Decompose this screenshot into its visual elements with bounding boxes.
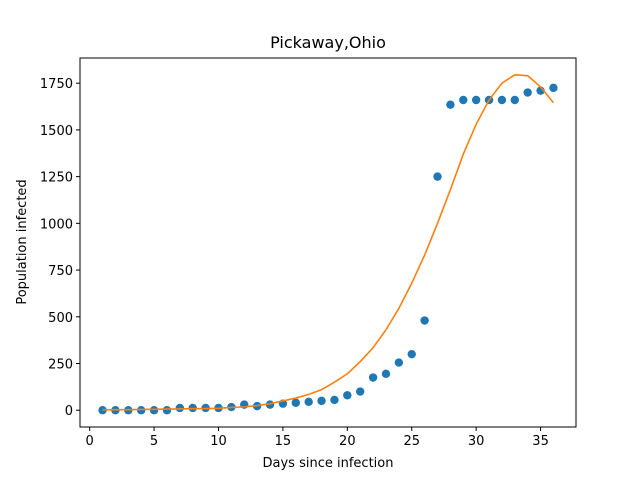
x-tick-label: 10	[210, 434, 227, 449]
x-tick-label: 20	[339, 434, 356, 449]
x-tick-label: 25	[403, 434, 420, 449]
x-axis-label: Days since infection	[263, 456, 394, 471]
data-point	[497, 95, 507, 105]
data-point	[446, 100, 455, 109]
data-point	[98, 406, 107, 415]
x-tick-label: 15	[275, 434, 292, 449]
data-point	[304, 397, 313, 407]
data-point	[459, 95, 468, 105]
data-point	[433, 172, 442, 181]
y-axis-label: Population infected	[15, 179, 30, 304]
y-tick-label: 1000	[40, 217, 73, 232]
data-point	[317, 396, 326, 406]
x-tick-label: 35	[532, 434, 549, 449]
data-point	[394, 358, 404, 367]
y-tick-label: 1750	[40, 77, 73, 92]
y-tick-label: 500	[48, 311, 73, 326]
data-point	[510, 95, 520, 105]
data-point	[523, 88, 532, 97]
y-tick-label: 1500	[40, 124, 73, 139]
data-point	[330, 395, 339, 405]
y-tick-label: 0	[65, 404, 73, 419]
data-point	[420, 316, 429, 325]
data-point	[368, 373, 378, 382]
data-point	[381, 369, 391, 378]
data-point	[356, 387, 365, 396]
chart-title: Pickaway,Ohio	[270, 33, 386, 52]
data-point	[162, 406, 172, 415]
x-tick-label: 5	[150, 434, 158, 449]
data-point	[149, 406, 159, 415]
data-point	[549, 83, 558, 93]
y-tick-label: 750	[48, 264, 73, 279]
plot-frame	[79, 57, 577, 428]
data-line	[102, 73, 555, 411]
x-tick-label: 30	[468, 434, 485, 449]
data-point	[407, 349, 416, 359]
data-point	[291, 398, 300, 407]
y-tick-label: 250	[48, 358, 73, 373]
y-tick-label: 1250	[40, 171, 73, 186]
data-point	[175, 403, 185, 413]
x-tick-label: 0	[86, 434, 94, 449]
data-point	[343, 391, 352, 400]
data-point	[471, 95, 481, 105]
